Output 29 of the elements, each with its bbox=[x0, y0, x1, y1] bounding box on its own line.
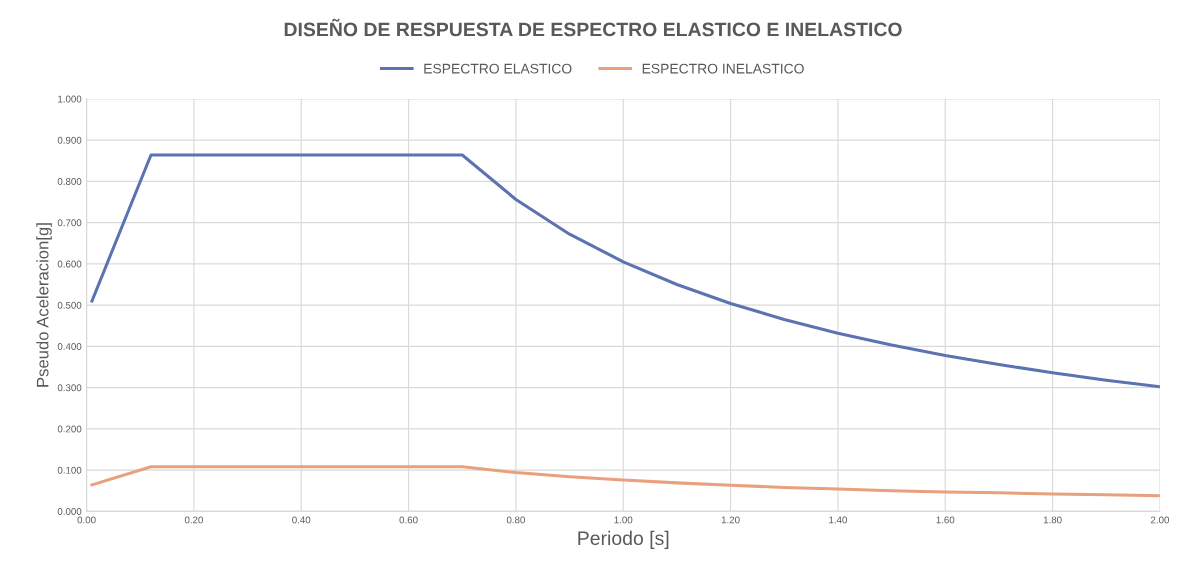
x-tick-label: 0.80 bbox=[506, 516, 525, 524]
x-axis-title: Periodo [s] bbox=[578, 530, 669, 549]
x-tick-label: 1.80 bbox=[1043, 516, 1062, 524]
y-tick-label: 0.300 bbox=[57, 384, 82, 392]
y-tick-label: 0.600 bbox=[57, 260, 82, 268]
legend-label: ESPECTRO ELASTICO bbox=[424, 63, 572, 74]
line-series bbox=[90, 153, 1160, 389]
x-tick-label: 0.20 bbox=[184, 516, 203, 524]
y-tick-label: 1.000 bbox=[58, 95, 82, 103]
x-tick-label: 2.00 bbox=[1150, 516, 1169, 524]
y-axis-title: Pseudo Aceleracion[g] bbox=[36, 223, 52, 387]
legend-label: ESPECTRO INELASTICO bbox=[642, 63, 804, 74]
x-tick-label: 1.20 bbox=[721, 516, 740, 524]
x-tick-label: 0.00 bbox=[77, 516, 96, 524]
y-tick-label: 0.000 bbox=[57, 508, 82, 515]
line-series bbox=[90, 465, 1160, 498]
chart-title: DISEÑO DE RESPUESTA DE ESPECTRO ELASTICO E INELASTICO bbox=[284, 18, 902, 37]
x-tick-label: 1.00 bbox=[614, 516, 633, 524]
y-tick-label: 0.900 bbox=[57, 136, 82, 144]
y-tick-label: 0.500 bbox=[57, 301, 82, 309]
x-tick-label: 0.60 bbox=[399, 516, 418, 524]
y-tick-label: 0.800 bbox=[57, 178, 82, 185]
y-tick-label: 0.100 bbox=[57, 466, 82, 474]
y-tick-label: 0.400 bbox=[57, 343, 82, 350]
x-tick-label: 0.40 bbox=[292, 516, 311, 524]
x-tick-label: 1.60 bbox=[936, 516, 955, 524]
y-tick-label: 0.200 bbox=[57, 425, 82, 433]
y-tick-label: 0.700 bbox=[57, 219, 82, 227]
x-tick-label: 1.40 bbox=[829, 516, 847, 524]
